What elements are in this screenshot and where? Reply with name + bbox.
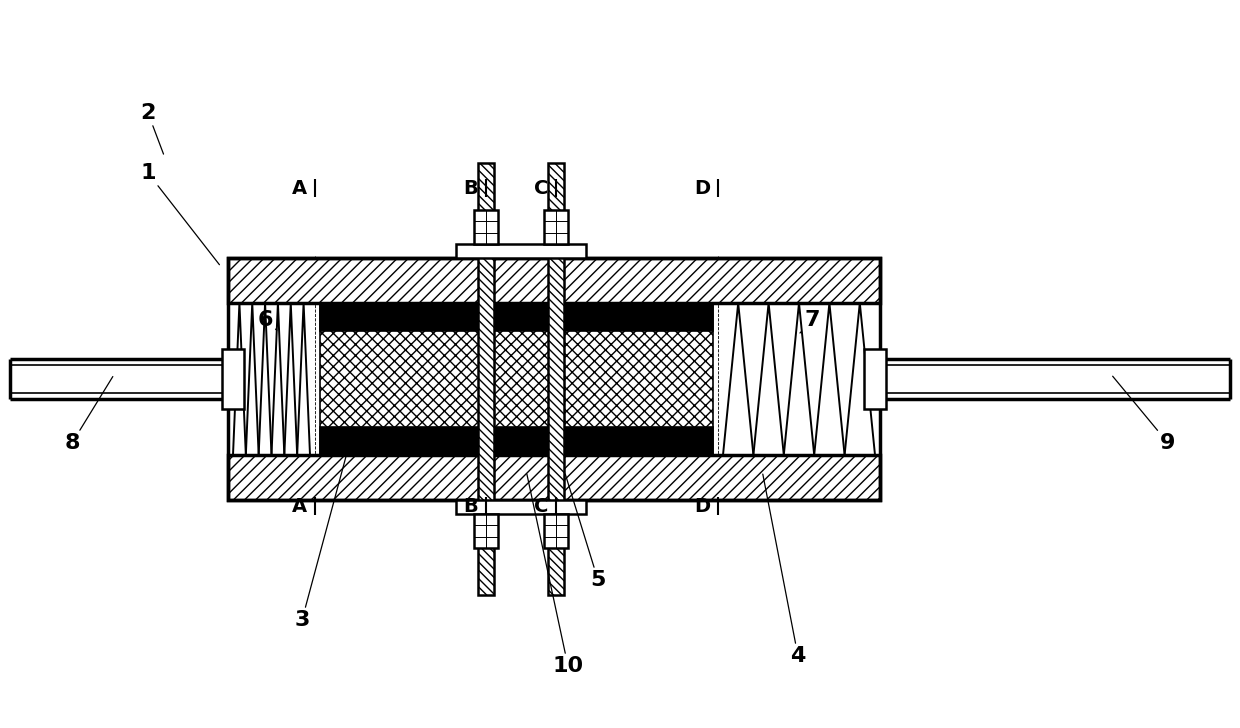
Text: 2: 2 <box>140 103 164 154</box>
Bar <box>477 163 494 595</box>
Bar <box>228 455 880 500</box>
Text: 9: 9 <box>1112 376 1176 453</box>
Text: C: C <box>533 178 548 197</box>
Text: 6: 6 <box>257 310 277 331</box>
Bar <box>474 514 498 548</box>
Text: A: A <box>291 178 308 197</box>
Text: C: C <box>533 496 548 515</box>
Bar <box>228 258 880 303</box>
Bar <box>548 163 564 595</box>
Text: 7: 7 <box>800 310 820 333</box>
Text: 10: 10 <box>527 474 584 676</box>
Bar <box>456 500 587 514</box>
Bar <box>320 427 713 455</box>
Text: B: B <box>464 178 477 197</box>
Bar <box>456 244 587 258</box>
Text: D: D <box>694 496 711 515</box>
Text: 4: 4 <box>763 474 806 666</box>
Text: A: A <box>291 496 308 515</box>
Text: 1: 1 <box>140 163 219 265</box>
Text: D: D <box>694 178 711 197</box>
Text: 3: 3 <box>294 427 353 630</box>
Bar <box>864 349 887 409</box>
Bar <box>222 349 244 409</box>
Text: 8: 8 <box>64 376 113 453</box>
Bar <box>228 258 880 500</box>
Bar <box>320 303 713 455</box>
Text: B: B <box>464 496 477 515</box>
Text: 5: 5 <box>565 474 605 590</box>
Bar <box>544 514 568 548</box>
Bar <box>320 303 713 331</box>
Bar <box>544 210 568 244</box>
Bar <box>474 210 498 244</box>
